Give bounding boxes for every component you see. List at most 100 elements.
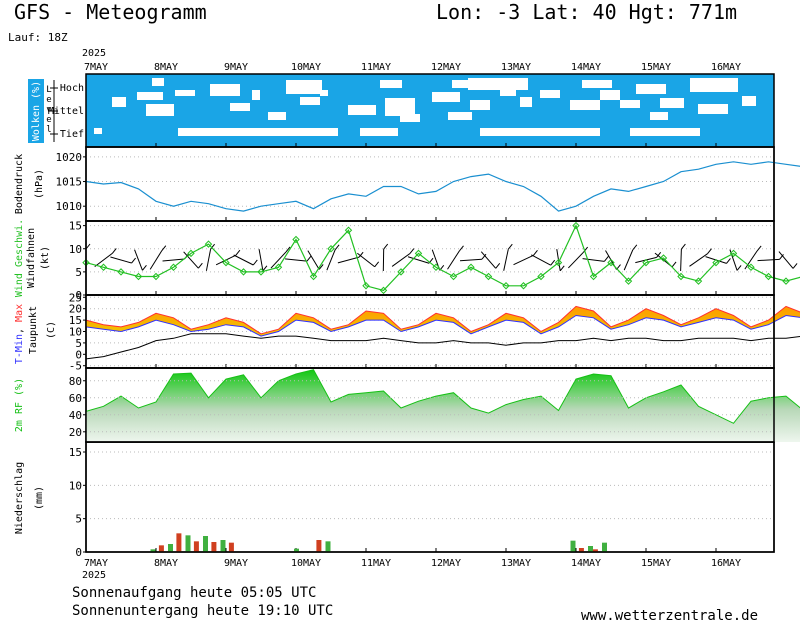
wind-barb-flag: [632, 244, 638, 251]
cloud-ylabel-letter: e: [46, 95, 51, 105]
wind-barb-flag: [374, 261, 380, 268]
wind-speed-point: [659, 254, 668, 262]
wind-barb: [513, 254, 534, 266]
cloud-gap: [320, 90, 328, 96]
precip-bar: [168, 544, 173, 552]
wind-speed-point: [99, 263, 108, 271]
date-label-top: 11MAY: [361, 62, 391, 73]
wind-barb: [337, 256, 360, 264]
cloud-gap: [690, 78, 738, 92]
wind-speed-point: [187, 249, 195, 258]
precip-tick-label: 5: [75, 513, 82, 526]
cloud-gap: [137, 92, 163, 100]
wind-speed-point: [572, 221, 580, 230]
wind-speed-point: [747, 263, 755, 271]
wind-barb: [757, 258, 780, 262]
precip-bar: [176, 533, 182, 552]
wind-barb: [307, 250, 320, 270]
pressure-tick-label: 1015: [56, 176, 83, 189]
wind-barb-flag: [358, 251, 364, 258]
wind-tick-label: 10: [69, 243, 82, 256]
rh-tick-label: 20: [69, 426, 82, 439]
wind-barb-flag: [671, 261, 677, 268]
cloud-gap: [540, 90, 560, 98]
cloud-gap: [385, 98, 415, 116]
wind-speed-point: [169, 263, 178, 271]
wind-barb: [258, 249, 264, 271]
wind-barb-flag: [409, 248, 415, 254]
cloud-gap: [380, 80, 402, 88]
wind-barb: [503, 249, 509, 271]
cloud-gap: [698, 104, 728, 114]
wind-barb: [459, 258, 483, 262]
temp-tick-label: 25: [69, 291, 82, 304]
wind-ylabel-3: (kt): [40, 246, 51, 270]
cloud-gap: [636, 84, 666, 94]
wind-barb-flag: [142, 264, 147, 271]
wind-barb: [183, 251, 199, 269]
pressure-ylabel-1: Bodendruck: [14, 154, 25, 214]
precip-bar: [228, 542, 234, 552]
wind-speed-point: [589, 272, 598, 281]
wind-barb-flag: [111, 248, 117, 254]
wind-barb-flag: [736, 265, 742, 271]
cloud-gap: [112, 97, 126, 107]
wind-barb-flag: [318, 264, 324, 270]
wind-barb: [744, 250, 758, 270]
pressure-ylabel-2: (hPa): [34, 169, 45, 199]
wind-speed-point: [257, 268, 265, 276]
wind-barb-flag: [285, 246, 291, 253]
wind-barb: [407, 256, 430, 264]
cloud-ylabel-letter: v: [46, 105, 51, 115]
cloud-gap: [452, 80, 468, 88]
wind-speed-point: [677, 272, 685, 281]
wind-barb: [326, 249, 336, 271]
cloud-gap: [252, 90, 260, 100]
precip-bar: [185, 535, 191, 552]
cloud-gap: [620, 100, 640, 108]
rh-tick-label: 60: [69, 392, 82, 405]
wind-barb-flag: [383, 243, 389, 250]
wind-barb: [689, 253, 708, 267]
cloud-gap: [94, 128, 102, 134]
wind-barb: [110, 256, 132, 264]
cloud-gap: [178, 128, 338, 136]
precip-ylabel-2: (mm): [34, 486, 45, 510]
wind-speed-point: [239, 268, 248, 276]
wind-barb: [205, 249, 212, 271]
temp-tick-label: 15: [69, 314, 82, 327]
precip-tick-label: 0: [75, 546, 82, 559]
sunset-text: Sonnenuntergang heute 19:10 UTC: [72, 603, 334, 619]
rh-tick-label: 80: [69, 375, 82, 388]
cloud-gap: [480, 128, 600, 136]
wind-barb-flag: [707, 248, 712, 255]
cloud-background: [86, 74, 774, 147]
date-label-top: 7MAY: [84, 62, 108, 73]
wind-ylabel-2: Windfahnen: [26, 228, 37, 288]
temp-tick-label: -5: [69, 360, 82, 373]
wind-speed-point: [502, 282, 510, 290]
sunrise-text: Sonnenaufgang heute 05:05 UTC: [72, 585, 317, 601]
date-label-top: 12MAY: [431, 62, 461, 73]
precip-bar: [592, 549, 598, 552]
wind-barb-flag: [161, 245, 167, 251]
wind-barb: [531, 254, 551, 266]
date-label-top: 16MAY: [711, 62, 741, 73]
page-title: GFS - Meteogramm: [14, 0, 207, 24]
wind-speed-point: [624, 277, 633, 285]
cloud-gap: [400, 114, 420, 122]
location-coordinates: Lon: -3 Lat: 40 Hgt: 771m: [436, 0, 738, 24]
wind-barb: [447, 250, 460, 270]
wind-ylabel-1: Wind Geschwi.: [14, 219, 25, 297]
wind-speed-point: [782, 277, 790, 285]
wind-barb-flag: [792, 263, 798, 269]
wind-speed-point: [712, 258, 720, 267]
tmax-line: [85, 305, 800, 335]
cloud-title-box: [28, 79, 44, 143]
wind-speed-point: [204, 240, 213, 248]
wind-barb-flag: [131, 257, 136, 264]
wind-speed-point: [607, 258, 615, 267]
wind-barb-flag: [726, 258, 731, 264]
cloud-gap: [742, 96, 756, 106]
